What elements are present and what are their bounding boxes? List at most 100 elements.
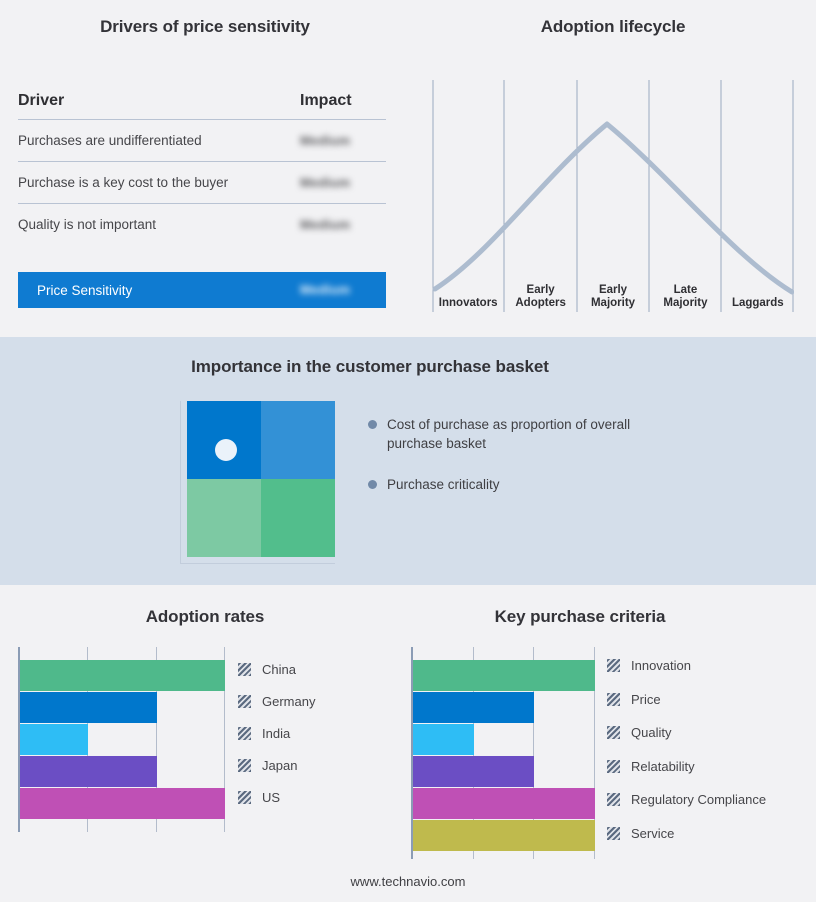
legend-item: Relatability — [607, 750, 766, 784]
adoption-plot-area — [18, 647, 225, 832]
legend-label: Germany — [262, 693, 316, 709]
adoption-rates-legend: China Germany India Japan US — [238, 653, 315, 813]
key-purchase-criteria-title: Key purchase criteria — [494, 607, 666, 626]
hatch-swatch-icon — [238, 790, 251, 804]
bar-regulatory-compliance[interactable] — [413, 788, 595, 819]
hatch-swatch-icon — [607, 726, 620, 740]
quadrant-top-right — [261, 401, 335, 479]
lifecycle-stage-late-majority: Late Majority — [649, 268, 721, 312]
column-header-driver: Driver — [18, 92, 65, 109]
quadrant-matrix-axes — [180, 401, 335, 564]
middle-band-background — [0, 337, 816, 585]
bar-row — [413, 660, 595, 691]
bar-row — [413, 724, 595, 755]
key-purchase-criteria-panel: Key purchase criteria Innovation Price Qua… — [400, 585, 816, 875]
bar-china[interactable] — [20, 660, 225, 691]
bar-us[interactable] — [20, 788, 225, 819]
key-purchase-criteria-legend: Innovation Price Quality Relatability Regula… — [607, 649, 766, 850]
bar-price[interactable] — [413, 692, 535, 723]
hatch-swatch-icon — [607, 659, 620, 673]
impact-value: Medium — [300, 175, 386, 190]
hatch-swatch-icon — [607, 759, 620, 773]
legend-item: Price — [607, 683, 766, 717]
price-sensitivity-label: Price Sensitivity — [37, 282, 133, 298]
legend-item: Quality — [607, 716, 766, 750]
gridline — [533, 647, 535, 859]
lifecycle-curve-chart — [432, 80, 794, 312]
table-row[interactable]: Quality is not important Medium — [18, 204, 386, 245]
footer-url: www.technavio.com — [350, 874, 466, 889]
gridline — [224, 647, 225, 832]
legend-item: Service — [607, 817, 766, 851]
impact-value-redacted: Medium — [300, 217, 351, 232]
bar-japan[interactable] — [20, 756, 157, 787]
hatch-swatch-icon — [238, 726, 251, 740]
key-purchase-criteria-chart — [411, 647, 595, 859]
bar-row — [413, 756, 595, 787]
bar-relatability[interactable] — [413, 756, 535, 787]
legend-label: Relatability — [631, 758, 695, 774]
legend-item: China — [238, 653, 315, 685]
lifecycle-stage-innovators: Innovators — [432, 268, 504, 312]
legend-item: Innovation — [607, 649, 766, 683]
adoption-bell-curve — [432, 121, 794, 295]
legend-item: Regulatory Compliance — [607, 783, 766, 817]
impact-value-redacted: Medium — [300, 133, 351, 148]
table-header-row: Driver Impact — [18, 92, 386, 120]
impact-value-redacted: Medium — [300, 282, 351, 297]
bar-row — [413, 692, 595, 723]
legend-label: Purchase criticality — [387, 477, 500, 492]
lifecycle-svg — [432, 80, 794, 312]
column-header-impact: Impact — [300, 92, 352, 109]
legend-item: India — [238, 717, 315, 749]
purchase-basket-panel: Importance in the customer purchase bask… — [0, 337, 816, 585]
hatch-swatch-icon — [238, 662, 251, 676]
lifecycle-stage-laggards: Laggards — [722, 268, 794, 312]
legend-item: US — [238, 781, 315, 813]
purchase-basket-legend: Cost of purchase as proportion of overal… — [368, 415, 668, 516]
impact-value: Medium — [300, 133, 386, 148]
lifecycle-stage-text: Laggards — [731, 297, 784, 309]
lifecycle-stage-text: Early Adopters — [515, 284, 566, 309]
legend-label: Regulatory Compliance — [631, 792, 767, 808]
gridline — [594, 647, 595, 859]
legend-label: Quality — [631, 725, 672, 741]
price-sensitivity-impact: Medium — [300, 281, 386, 299]
bar-row — [413, 788, 595, 819]
impact-value: Medium — [300, 217, 386, 232]
bar-innovation[interactable] — [413, 660, 595, 691]
driver-label: Purchases are undifferentiated — [18, 133, 202, 148]
legend-label: Innovation — [631, 658, 691, 674]
bar-row — [20, 692, 225, 723]
bullet-icon — [368, 420, 377, 429]
lifecycle-stage-text: Early Majority — [590, 284, 636, 309]
legend-label: China — [262, 661, 296, 677]
bar-india[interactable] — [20, 724, 89, 755]
bar-service[interactable] — [413, 820, 595, 851]
hatch-swatch-icon — [607, 692, 620, 706]
quadrant-bottom-right — [261, 479, 335, 557]
bar-germany[interactable] — [20, 692, 157, 723]
lifecycle-panel: Adoption lifecycle Innovators Early Adop — [410, 0, 816, 337]
bar-quality[interactable] — [413, 724, 474, 755]
drivers-title: Drivers of price sensitivity — [100, 17, 310, 36]
legend-label: Service — [631, 825, 675, 841]
drivers-panel: Drivers of price sensitivity Driver Impa… — [0, 0, 410, 337]
table-row[interactable]: Purchase is a key cost to the buyer Medi… — [18, 162, 386, 204]
lifecycle-stage-early-majority: Early Majority — [577, 268, 649, 312]
lifecycle-stage-early-adopters: Early Adopters — [504, 268, 576, 312]
quadrant-bottom-left — [187, 479, 261, 557]
criteria-plot-area — [411, 647, 595, 859]
legend-item: Japan — [238, 749, 315, 781]
legend-label: US — [262, 789, 281, 805]
price-sensitivity-summary-row[interactable]: Price Sensitivity Medium — [18, 272, 386, 308]
lifecycle-stage-text: Innovators — [438, 297, 498, 309]
bar-row — [413, 820, 595, 851]
lifecycle-dividers — [432, 80, 794, 312]
table-row[interactable]: Purchases are undifferentiated Medium — [18, 120, 386, 162]
lifecycle-stage-labels: Innovators Early Adopters Early Majority L… — [432, 268, 794, 312]
legend-item: Cost of purchase as proportion of overal… — [368, 415, 668, 453]
bar-row — [20, 756, 225, 787]
bullet-icon — [368, 480, 377, 489]
